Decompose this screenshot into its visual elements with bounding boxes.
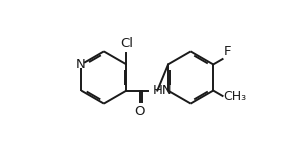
Text: F: F <box>223 45 231 58</box>
Text: N: N <box>76 58 85 71</box>
Text: Cl: Cl <box>120 37 133 50</box>
Text: O: O <box>135 105 145 118</box>
Text: HN: HN <box>152 84 172 97</box>
Text: CH₃: CH₃ <box>223 90 246 103</box>
